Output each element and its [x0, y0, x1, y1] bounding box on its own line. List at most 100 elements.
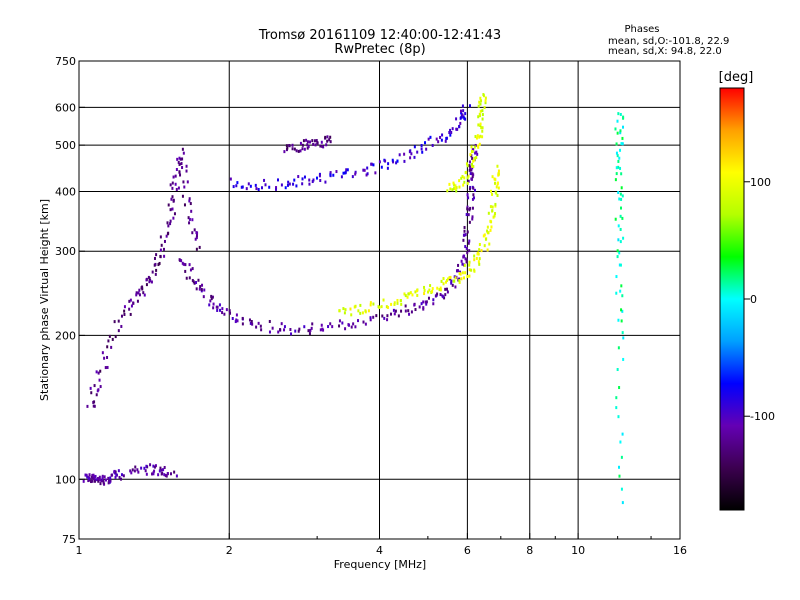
data-point — [618, 197, 621, 201]
data-point — [406, 295, 409, 299]
data-point — [138, 293, 141, 297]
data-point — [175, 187, 178, 191]
data-point — [457, 263, 460, 267]
data-point — [413, 303, 416, 307]
data-point — [380, 305, 383, 309]
data-point — [439, 286, 442, 290]
data-point — [208, 303, 211, 307]
data-point — [141, 285, 144, 289]
data-point — [341, 321, 344, 325]
data-point — [263, 178, 266, 182]
data-point — [480, 99, 483, 103]
data-point — [495, 185, 498, 189]
data-point — [427, 290, 430, 294]
data-point — [159, 466, 162, 470]
data-point — [459, 121, 462, 125]
data-point — [466, 181, 469, 185]
data-point — [386, 166, 389, 170]
data-point — [468, 249, 471, 253]
data-point — [154, 464, 157, 468]
data-point — [181, 147, 184, 151]
data-point — [195, 231, 198, 235]
data-point — [622, 236, 625, 240]
data-point — [617, 191, 620, 195]
data-point — [306, 146, 309, 150]
data-point — [416, 293, 419, 297]
data-point — [615, 406, 618, 410]
data-point — [470, 177, 473, 181]
data-point — [189, 268, 192, 272]
data-point — [444, 293, 447, 297]
data-point — [449, 133, 452, 137]
data-point — [481, 109, 484, 113]
data-point — [494, 202, 497, 206]
data-point — [99, 369, 102, 373]
data-point — [621, 309, 624, 313]
data-point — [107, 481, 110, 485]
data-point — [393, 301, 396, 305]
data-point — [160, 468, 163, 472]
data-point — [100, 479, 103, 483]
data-point — [475, 150, 478, 154]
data-point — [618, 263, 621, 267]
data-point — [91, 479, 94, 483]
data-point — [396, 301, 399, 305]
data-point — [431, 287, 434, 291]
data-point — [314, 143, 317, 147]
data-point — [321, 327, 324, 331]
data-point — [494, 212, 497, 216]
data-point — [447, 277, 450, 281]
data-point — [129, 469, 132, 473]
data-point — [319, 179, 322, 183]
data-point — [338, 309, 341, 313]
data-point — [87, 479, 90, 483]
data-point — [408, 150, 411, 154]
data-point — [308, 178, 311, 182]
data-point — [221, 311, 224, 315]
data-point — [482, 93, 485, 97]
data-point — [166, 472, 169, 476]
data-point — [212, 306, 215, 310]
data-point — [450, 130, 453, 134]
data-point — [478, 242, 481, 246]
data-point — [427, 137, 430, 141]
data-point — [122, 474, 125, 478]
data-point — [456, 269, 459, 273]
data-point — [481, 126, 484, 130]
data-point — [617, 415, 620, 419]
data-point — [110, 473, 113, 477]
data-point — [445, 280, 448, 284]
data-point — [295, 149, 298, 153]
data-point — [299, 149, 302, 153]
data-point — [301, 147, 304, 151]
data-point — [180, 162, 183, 166]
data-point — [491, 205, 494, 209]
data-point — [328, 138, 331, 142]
colorbar-tick-label: 0 — [750, 293, 757, 306]
data-point — [387, 162, 390, 166]
data-point — [489, 189, 492, 193]
data-point — [98, 478, 101, 482]
data-point — [407, 292, 410, 296]
x-tick-label: 8 — [526, 544, 533, 557]
data-point — [285, 148, 288, 152]
data-point — [372, 163, 375, 167]
data-point — [458, 179, 461, 183]
data-point — [195, 234, 198, 238]
data-point — [260, 186, 263, 190]
data-point — [374, 171, 377, 175]
data-point — [344, 327, 347, 331]
data-point — [462, 109, 465, 113]
data-point — [490, 225, 493, 229]
data-point — [316, 141, 319, 145]
data-point — [496, 194, 499, 198]
data-point — [425, 300, 428, 304]
data-point — [481, 135, 484, 139]
data-point — [492, 215, 495, 219]
data-point — [420, 147, 423, 151]
data-point — [391, 158, 394, 162]
y-tick-label: 75 — [62, 533, 76, 546]
data-point — [128, 307, 131, 311]
data-point — [386, 305, 389, 309]
data-point — [195, 287, 198, 291]
